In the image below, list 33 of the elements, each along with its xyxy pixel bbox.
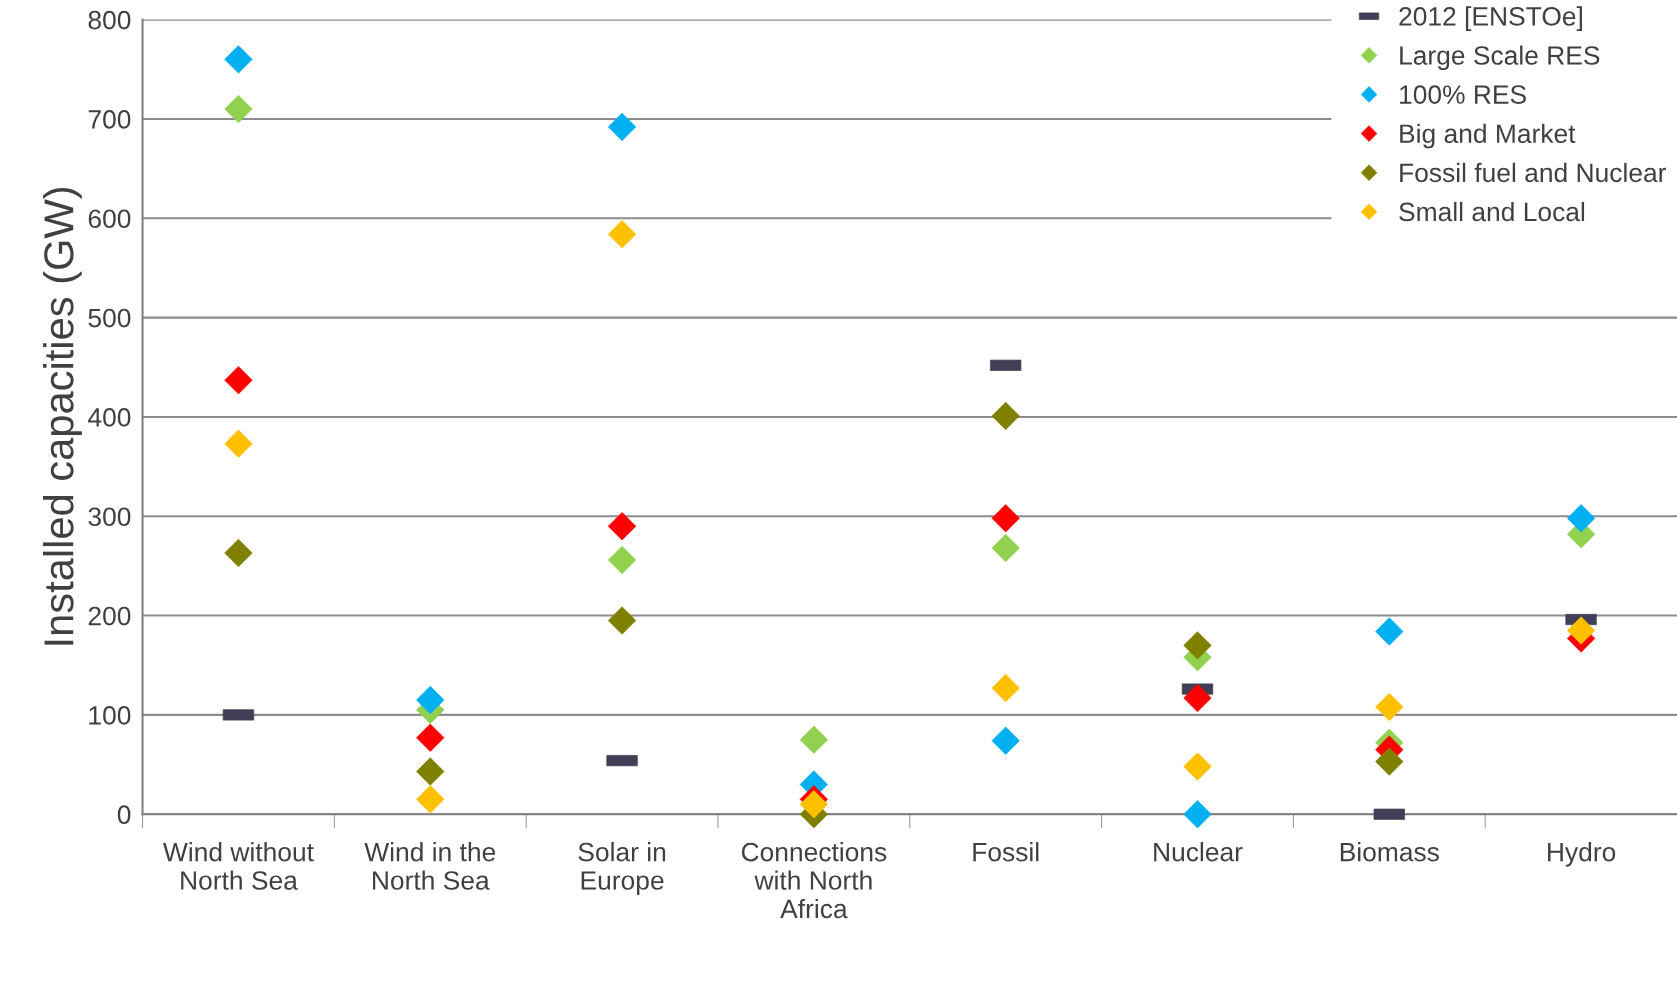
y-tick-label: 100 [89, 706, 131, 725]
legend-label: Large Scale RES [1400, 45, 1600, 71]
x-tick-label: Fossil [973, 842, 1039, 862]
x-tick-label: Hydro [1548, 842, 1616, 867]
y-tick-label: 300 [88, 507, 131, 527]
point [607, 220, 637, 249]
point [607, 606, 637, 635]
y-tick-label: 500 [88, 308, 131, 328]
y-tick-label: 800 [88, 10, 131, 30]
x-tick-label: Nuclear [1154, 842, 1243, 862]
y-tick-label: 0 [117, 805, 131, 825]
y-axis-title: Installed capacities (GW) [43, 187, 82, 645]
y-tick-label: 700 [88, 110, 131, 129]
point [416, 723, 445, 752]
point [416, 685, 445, 715]
point [224, 366, 253, 395]
legend-label: 100% RES [1400, 85, 1526, 104]
legend-label: Small and Local [1399, 201, 1585, 222]
y-tick-label: 200 [88, 606, 131, 626]
y-tick-label: 600 [88, 209, 131, 229]
legend-label: 2012 [ENSTOe] [1399, 6, 1582, 31]
y-tick-label: 400 [88, 408, 131, 427]
legend-label: Fossil fuel and Nuclear [1400, 162, 1667, 183]
x-tick-label: Wind in the North Sea [364, 842, 496, 890]
legend-label: Big and Market [1400, 123, 1576, 149]
point [799, 790, 828, 819]
x-tick-label: Connections with North Africa [741, 842, 887, 919]
point [607, 112, 637, 141]
x-tick-label: Wind without North Sea [163, 842, 314, 890]
x-tick-label: Biomass [1340, 842, 1439, 862]
x-tick-label: Solar in Europe [578, 842, 666, 896]
point [799, 725, 828, 754]
point [1567, 616, 1596, 645]
